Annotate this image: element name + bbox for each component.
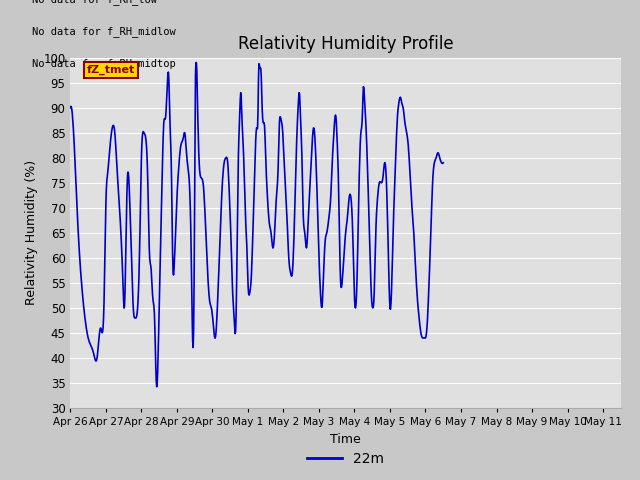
Y-axis label: Relativity Humidity (%): Relativity Humidity (%): [25, 160, 38, 305]
Text: fZ_tmet: fZ_tmet: [87, 65, 135, 75]
Title: Relativity Humidity Profile: Relativity Humidity Profile: [238, 35, 453, 53]
X-axis label: Time: Time: [330, 432, 361, 445]
Text: No data for f_RH_midlow: No data for f_RH_midlow: [32, 26, 175, 37]
Legend: 22m: 22m: [301, 446, 390, 471]
Text: No data for f_RH_low: No data for f_RH_low: [32, 0, 157, 5]
Text: No data for f_RH_midtop: No data for f_RH_midtop: [32, 58, 175, 69]
